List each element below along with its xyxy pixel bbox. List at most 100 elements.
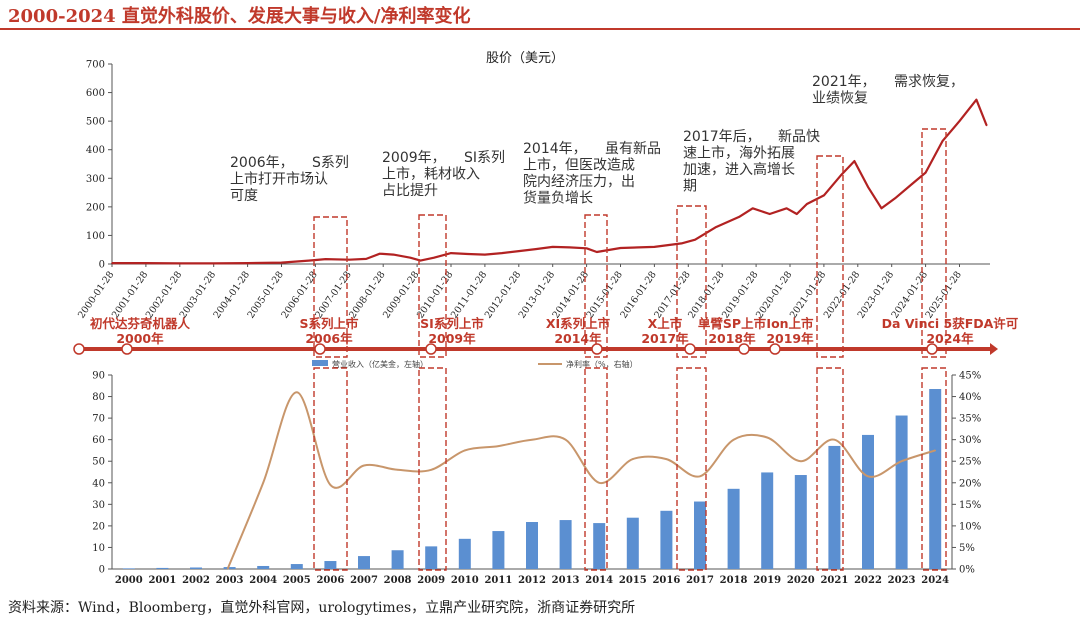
timeline-node [591,343,603,355]
revenue-x-tick-label: 2015 [619,575,647,586]
price-point [880,207,883,210]
title-rule [0,28,1080,30]
net-margin-point [363,464,365,467]
price-point [867,186,869,188]
highlight-box [921,128,947,358]
price-point [212,262,215,265]
price-annotation-text: S系列 [312,155,349,171]
timeline-milestone-label: S系列上市 [299,316,359,331]
revenue-bar [895,415,908,569]
revenue-y-tick-label: 40 [92,478,105,489]
margin-y-tick-label: 0% [959,565,975,576]
timeline-milestone-year: 2019年 [766,331,814,346]
timeline-milestone-year: 2009年 [428,331,476,346]
timeline-milestone-year: 2006年 [305,331,353,346]
revenue-x-tick-label: 2021 [820,575,848,586]
highlight-box [584,214,608,358]
revenue-x-tick-label: 2020 [787,575,815,586]
revenue-y-tick-label: 20 [92,521,105,532]
net-margin-point [766,436,768,439]
stock-price-chart: 股价（美元）01002003004005006007002000-01-2820… [76,51,990,321]
price-annotation-text: 速上市，海外拓展 [683,145,795,162]
price-y-tick-label: 500 [86,117,105,128]
revenue-x-tick-label: 2003 [216,575,244,586]
revenue-x-tick-label: 2016 [652,575,680,586]
highlight-box [418,367,447,571]
revenue-bar [156,567,169,569]
timeline-node [121,343,133,355]
highlight-box [584,367,608,571]
price-point [433,256,435,259]
revenue-bar [257,565,270,569]
timeline-milestone-year: 2014年 [554,331,602,346]
price-point [551,246,554,248]
highlight-box [816,155,844,358]
price-point [653,246,656,248]
timeline-milestone-year: 2018年 [708,331,756,346]
timeline-milestone-year: 2024年 [926,331,974,346]
net-margin-point [262,481,265,484]
revenue-x-tick-label: 2013 [552,575,580,586]
revenue-y-tick-label: 80 [92,392,105,403]
revenue-bar [190,567,202,569]
net-margin-point [564,438,567,441]
price-point [450,252,452,254]
timeline-milestone-label: X上市 [648,316,683,331]
revenue-bar [929,389,942,569]
price-point [595,251,598,253]
net-margin-point [430,469,433,471]
price-point [911,183,913,185]
revenue-x-tick-label: 2011 [484,575,512,586]
revenue-y-tick-label: 60 [92,435,105,446]
revenue-x-tick-label: 2019 [753,575,781,586]
price-annotation-text: 上市，耗材收入 [382,166,480,183]
revenue-y-tick-label: 10 [92,543,105,554]
timeline-milestone-label: 初代达芬奇机器人 [90,316,191,331]
net-margin-point [296,391,298,394]
revenue-x-tick-label: 2018 [720,575,748,586]
price-point [958,120,961,122]
revenue-x-tick-label: 2001 [148,575,176,586]
price-annotation-year: 2006年， [230,155,294,171]
price-point [585,247,588,250]
revenue-x-tick-label: 2023 [888,575,916,586]
timeline-node [926,343,938,355]
revenue-x-tick-label: 2000 [115,575,143,586]
price-point [280,261,283,264]
revenue-bar [358,556,370,569]
revenue-x-tick-label: 2022 [854,575,882,586]
price-point [501,252,503,254]
revenue-bar [727,488,740,569]
net-margin-point [464,449,466,452]
net-margin-point [833,438,836,441]
revenue-x-tick-label: 2008 [384,575,412,586]
net-margin-point [396,469,399,471]
price-point [392,253,395,256]
revenue-y-tick-label: 50 [92,457,105,468]
margin-y-tick-label: 20% [959,478,981,489]
price-point [795,213,798,215]
revenue-bar [492,531,505,569]
price-point [941,140,944,142]
revenue-bar [660,510,673,569]
price-point [840,174,842,177]
revenue-x-tick-label: 2014 [585,575,613,586]
timeline-node [684,343,696,355]
price-annotation-text: 新品快 [778,129,820,145]
net-margin-point [934,449,936,452]
price-point [694,238,696,241]
price-y-tick-label: 300 [86,174,105,185]
revenue-y-tick-label: 70 [92,414,105,425]
net-margin-point [800,460,802,463]
price-y-tick-label: 700 [86,60,105,71]
highlight-box [676,367,707,571]
price-point [467,253,469,255]
price-y-tick-label: 200 [86,202,105,213]
timeline-milestone-year: 2000年 [116,331,164,346]
highlight-box [816,367,844,571]
timeline-node [425,343,437,355]
price-annotation-text: 占比提升 [382,183,438,199]
revenue-bar [862,434,874,569]
timeline-node [738,343,750,355]
